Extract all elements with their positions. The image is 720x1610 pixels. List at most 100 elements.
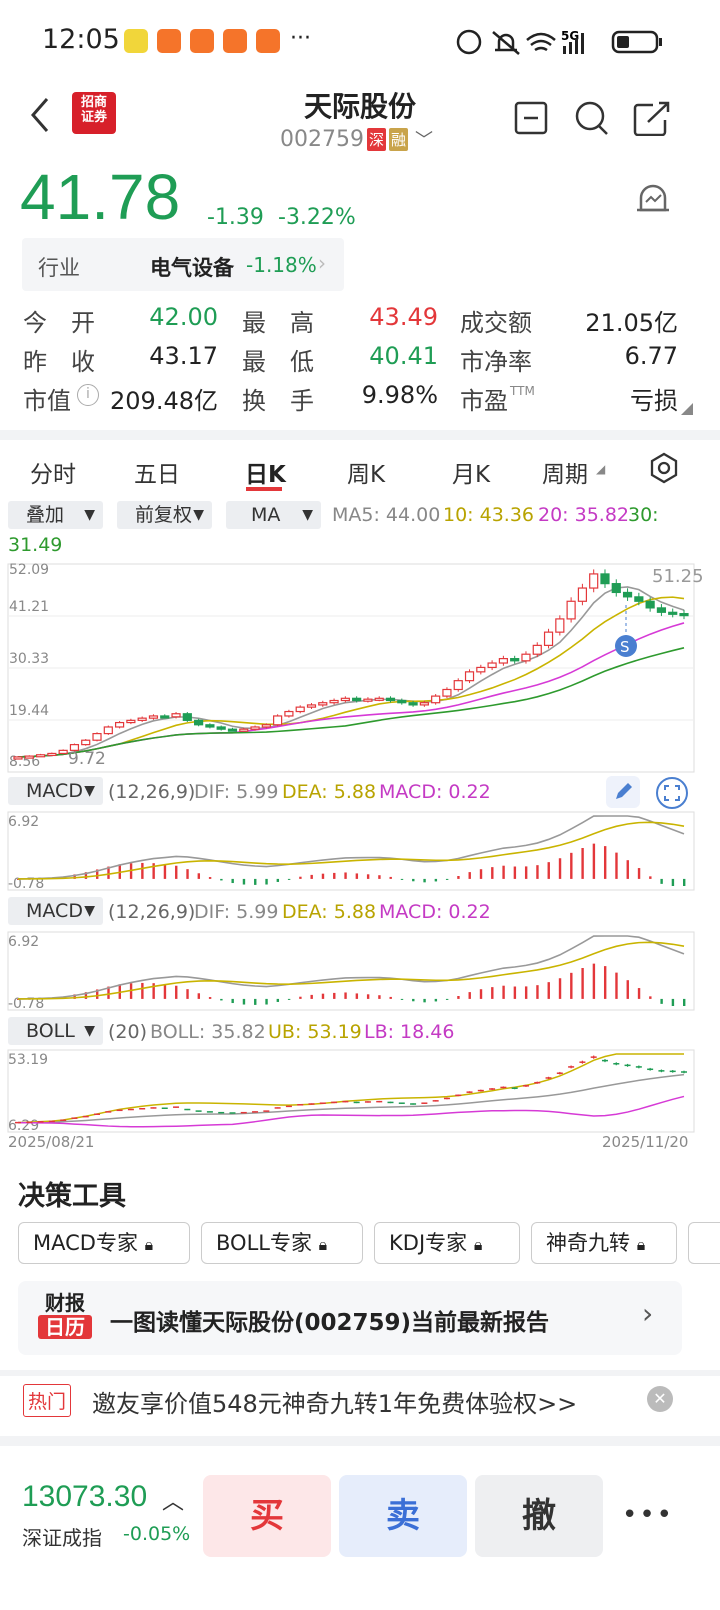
macd-dropdown-2[interactable]: MACD bbox=[8, 897, 103, 925]
ma-dropdown[interactable]: MA bbox=[226, 501, 321, 529]
edit-indicator-button[interactable] bbox=[606, 776, 640, 808]
industry-pct: -1.18% bbox=[246, 253, 317, 277]
promo-tag: 热门 bbox=[23, 1384, 72, 1417]
tab-5day[interactable]: 五日 bbox=[134, 462, 180, 488]
macd-bar bbox=[242, 878, 246, 885]
candle bbox=[385, 697, 396, 702]
candle bbox=[114, 721, 125, 728]
pb-label: 市净率 bbox=[460, 348, 532, 376]
buy-button[interactable]: 买 bbox=[203, 1475, 331, 1557]
index-value[interactable]: 13073.30 bbox=[22, 1480, 148, 1513]
open-value: 42.00 bbox=[149, 303, 218, 331]
macd-chart-1[interactable]: 6.92 -0.78 bbox=[0, 810, 720, 892]
divider bbox=[0, 1436, 720, 1446]
adjust-dropdown[interactable]: 前复权 bbox=[117, 501, 212, 529]
tool-kdj-expert[interactable]: KDJ专家 🔒︎ bbox=[374, 1222, 520, 1264]
report-text: 一图读懂天际股份(002759)当前最新报告 bbox=[110, 1310, 550, 1336]
macd-bar bbox=[524, 986, 528, 999]
app-notification-icon bbox=[256, 29, 280, 53]
macd-bar bbox=[73, 994, 76, 999]
fullscreen-icon[interactable] bbox=[655, 776, 689, 810]
back-button[interactable] bbox=[25, 95, 55, 135]
boll-dropdown[interactable]: BOLL bbox=[8, 1017, 103, 1045]
boll-upper-line bbox=[17, 1053, 684, 1124]
candle bbox=[103, 726, 113, 735]
boll-chart[interactable]: 53.19 6.29 bbox=[0, 1048, 720, 1134]
chart-settings-icon[interactable] bbox=[648, 452, 680, 484]
more-menu-icon[interactable]: ••• bbox=[622, 1500, 675, 1530]
tool-magic-nine[interactable]: 神奇九转 🔒︎ bbox=[531, 1222, 677, 1264]
macd-bar bbox=[536, 985, 539, 999]
share-icon[interactable] bbox=[633, 101, 670, 136]
candle bbox=[13, 756, 23, 760]
macd-dropdown-1[interactable]: MACD bbox=[8, 777, 103, 805]
tab-period[interactable]: 周期 bbox=[542, 462, 588, 488]
ma10-value: 10: 43.36 bbox=[443, 504, 535, 526]
info-icon[interactable]: i bbox=[77, 384, 99, 406]
sell-button[interactable]: 卖 bbox=[339, 1475, 467, 1557]
low-value: 40.41 bbox=[369, 342, 438, 370]
tool-boll-expert[interactable]: BOLL专家 🔒︎ bbox=[201, 1222, 363, 1264]
candle bbox=[419, 702, 429, 706]
macd-bar bbox=[592, 963, 596, 999]
industry-name: 电气设备 bbox=[150, 256, 234, 280]
candle bbox=[306, 704, 317, 708]
close-icon[interactable]: ✕ bbox=[647, 1386, 673, 1412]
minus-box-icon[interactable] bbox=[514, 101, 548, 135]
macd-bar bbox=[547, 982, 550, 999]
expand-corner-icon[interactable] bbox=[680, 402, 694, 416]
boll-bottom-label: 6.29 bbox=[8, 1118, 39, 1134]
candle bbox=[250, 726, 260, 730]
macd-bar bbox=[479, 869, 483, 879]
candle bbox=[668, 611, 678, 615]
macd-bar bbox=[637, 868, 641, 879]
chevron-up-icon: ︿ bbox=[162, 1490, 185, 1515]
candle bbox=[679, 613, 689, 617]
candle bbox=[81, 739, 91, 746]
candle bbox=[137, 717, 147, 721]
search-icon[interactable] bbox=[575, 101, 608, 135]
overlay-dropdown[interactable]: 叠加 bbox=[8, 501, 103, 529]
macd-bar bbox=[378, 875, 381, 879]
candle bbox=[340, 697, 350, 702]
promo-bar[interactable]: 热门 邀友享价值548元神奇九转1年免费体验权>> ✕ bbox=[0, 1376, 720, 1424]
tool-macd-expert[interactable]: MACD专家 🔒︎ bbox=[18, 1222, 190, 1264]
candle bbox=[442, 688, 452, 697]
macd-bar bbox=[592, 843, 596, 879]
report-banner[interactable]: 财报 日历 一图读懂天际股份(002759)当前最新报告 › bbox=[18, 1281, 682, 1355]
macd-bar bbox=[84, 992, 88, 999]
cancel-order-button[interactable]: 撤 bbox=[475, 1475, 603, 1557]
macd-bar bbox=[570, 852, 573, 879]
alert-bell-icon[interactable] bbox=[633, 180, 673, 220]
tool-more[interactable] bbox=[688, 1222, 720, 1264]
current-price: 41.78 bbox=[20, 161, 181, 233]
battery-icon bbox=[611, 30, 659, 54]
macd-bar bbox=[479, 989, 483, 999]
tab-daily-k[interactable]: 日K bbox=[245, 462, 286, 488]
macd-bar bbox=[276, 998, 280, 1002]
stock-code-row[interactable]: 002759 深 融 ﹀ bbox=[280, 124, 433, 154]
macd-bar bbox=[671, 998, 675, 1006]
macd-bar bbox=[649, 996, 652, 999]
low-label: 最 低 bbox=[242, 348, 314, 376]
macd-bar bbox=[457, 876, 460, 879]
pb-value: 6.77 bbox=[624, 342, 678, 370]
high-label: 最 高 bbox=[242, 309, 314, 337]
tab-weekly-k[interactable]: 周K bbox=[347, 462, 386, 488]
tab-monthly-k[interactable]: 月K bbox=[452, 462, 491, 488]
tab-intraday[interactable]: 分时 bbox=[30, 462, 76, 488]
macd-bar bbox=[615, 972, 618, 999]
index-name: 深证成指 bbox=[22, 1526, 102, 1550]
candle bbox=[352, 697, 362, 702]
candle bbox=[216, 726, 226, 730]
candle bbox=[47, 752, 57, 757]
macd-bar bbox=[615, 852, 618, 879]
candle bbox=[521, 653, 531, 662]
macd-chart-2[interactable]: 6.92 -0.78 bbox=[0, 930, 720, 1012]
trade-marker-icon[interactable] bbox=[615, 635, 637, 657]
price-change: -1.39 bbox=[207, 205, 264, 230]
macd-bar bbox=[491, 867, 494, 879]
industry-row[interactable]: 行业 电气设备 -1.18% › bbox=[22, 238, 344, 291]
